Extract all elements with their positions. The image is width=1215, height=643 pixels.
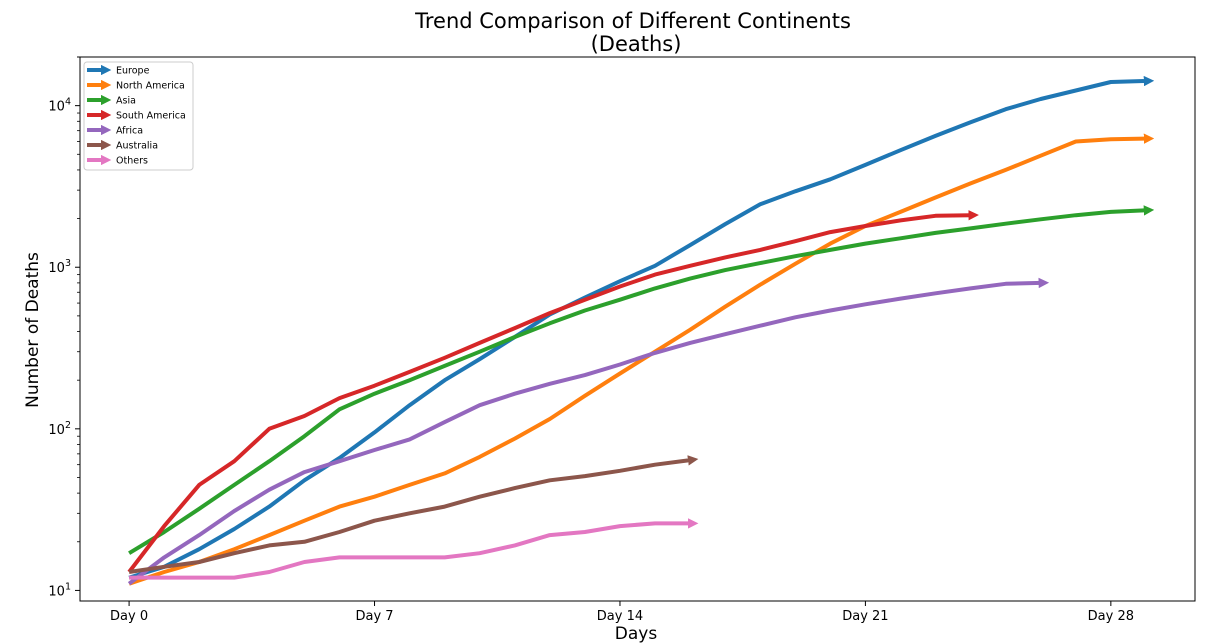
series-australia — [128, 455, 699, 574]
legend-item-north-america: North America — [87, 79, 185, 92]
series-line-europe — [128, 75, 1155, 580]
legend-label: Asia — [116, 96, 136, 107]
series-asia — [128, 205, 1155, 555]
legend-item-others: Others — [87, 154, 148, 167]
series-line-north-america — [128, 133, 1155, 586]
y-tick-label: 101 — [48, 581, 71, 599]
chart-subtitle: (Deaths) — [591, 32, 682, 56]
y-tick-label: 103 — [48, 258, 71, 276]
series-south-america — [127, 210, 979, 574]
legend-item-africa: Africa — [87, 124, 143, 137]
legend: Europe North America Asia South America Afri… — [83, 61, 194, 171]
legend-item-australia: Australia — [87, 139, 158, 152]
y-tick-label: 104 — [48, 97, 71, 115]
legend-label: Others — [116, 156, 148, 167]
legend-label: South America — [116, 111, 186, 122]
series-line-asia — [128, 205, 1155, 555]
x-axis: Day 0 Day 7 Day 14 Day 21 Day 28 — [110, 601, 1134, 624]
x-tick-label: Day 21 — [842, 609, 888, 624]
y-axis: 101 102 103 104 — [48, 56, 80, 599]
y-axis-label: Number of Deaths — [23, 252, 43, 408]
series-others — [129, 518, 699, 580]
y-tick-label: 102 — [48, 420, 71, 438]
legend-label: Europe — [116, 66, 150, 77]
legend-item-europe: Europe — [87, 64, 150, 77]
x-tick-label: Day 28 — [1088, 609, 1134, 624]
legend-label: Africa — [116, 126, 143, 137]
legend-item-south-america: South America — [87, 109, 186, 122]
x-axis-label: Days — [615, 624, 658, 643]
series-layer — [127, 75, 1155, 586]
x-tick-label: Day 7 — [355, 609, 393, 624]
chart-title: Trend Comparison of Different Continents — [414, 9, 851, 33]
series-africa — [127, 277, 1050, 586]
x-tick-label: Day 0 — [110, 609, 148, 624]
x-tick-label: Day 14 — [597, 609, 643, 624]
legend-label: Australia — [116, 141, 158, 152]
legend-label: North America — [116, 81, 185, 92]
series-north-america — [128, 133, 1155, 586]
plot-frame — [79, 56, 1196, 602]
legend-item-asia: Asia — [87, 94, 136, 107]
